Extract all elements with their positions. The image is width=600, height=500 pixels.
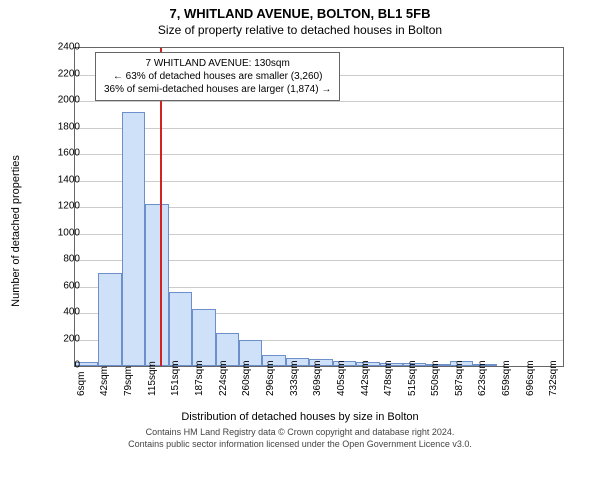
y-tick-label: 1600 [40,148,80,159]
x-tick-label: 515sqm [407,360,418,396]
x-tick-label: 187sqm [194,360,205,396]
gridline [75,128,563,129]
x-tick-label: 478sqm [383,360,394,396]
x-tick-label: 587sqm [454,360,465,396]
histogram-bar [145,204,168,366]
plot-region: 7 WHITLAND AVENUE: 130sqm ← 63% of detac… [74,47,564,367]
x-tick-label: 6sqm [76,372,87,396]
y-tick-label: 1400 [40,174,80,185]
chart-subtitle: Size of property relative to detached ho… [158,23,442,37]
x-tick-label: 659sqm [501,360,512,396]
x-tick-label: 369sqm [312,360,323,396]
footer: Contains HM Land Registry data © Crown c… [128,427,472,450]
y-tick-label: 1200 [40,201,80,212]
y-tick-label: 1800 [40,121,80,132]
chart-area: Number of detached properties 7 WHITLAND… [20,41,580,421]
histogram-bar [169,292,192,366]
y-tick-label: 600 [40,280,80,291]
chart-title: 7, WHITLAND AVENUE, BOLTON, BL1 5FB [170,6,431,21]
histogram-bar [98,273,121,366]
gridline [75,154,563,155]
x-tick-label: 333sqm [289,360,300,396]
x-tick-label: 442sqm [360,360,371,396]
x-tick-label: 296sqm [265,360,276,396]
y-tick-label: 400 [40,307,80,318]
histogram-bar [192,309,215,366]
x-tick-label: 696sqm [525,360,536,396]
x-tick-label: 151sqm [170,360,181,396]
gridline [75,181,563,182]
x-tick-label: 224sqm [218,360,229,396]
gridline [75,101,563,102]
x-axis-label: Distribution of detached houses by size … [20,411,580,423]
x-tick-label: 115sqm [147,361,158,396]
y-tick-label: 1000 [40,227,80,238]
y-tick-label: 2200 [40,68,80,79]
footer-line2: Contains public sector information licen… [128,439,472,451]
y-tick-label: 2000 [40,95,80,106]
x-tick-label: 260sqm [241,360,252,396]
x-tick-label: 405sqm [336,360,347,396]
y-axis-label: Number of detached properties [10,155,22,307]
annotation-line1: 7 WHITLAND AVENUE: 130sqm [104,57,331,70]
x-tick-label: 42sqm [99,366,110,396]
annotation-line3: 36% of semi-detached houses are larger (… [104,83,331,96]
y-tick-label: 800 [40,254,80,265]
footer-line1: Contains HM Land Registry data © Crown c… [128,427,472,439]
annotation-box: 7 WHITLAND AVENUE: 130sqm ← 63% of detac… [95,52,340,101]
annotation-line2: ← 63% of detached houses are smaller (3,… [104,70,331,83]
x-tick-label: 550sqm [430,360,441,396]
histogram-bar [122,112,145,366]
x-tick-label: 79sqm [123,366,134,396]
y-tick-label: 200 [40,333,80,344]
x-tick-label: 623sqm [477,360,488,396]
x-tick-label: 732sqm [548,360,559,396]
y-tick-label: 2400 [40,42,80,53]
y-tick-label: 0 [40,360,80,371]
